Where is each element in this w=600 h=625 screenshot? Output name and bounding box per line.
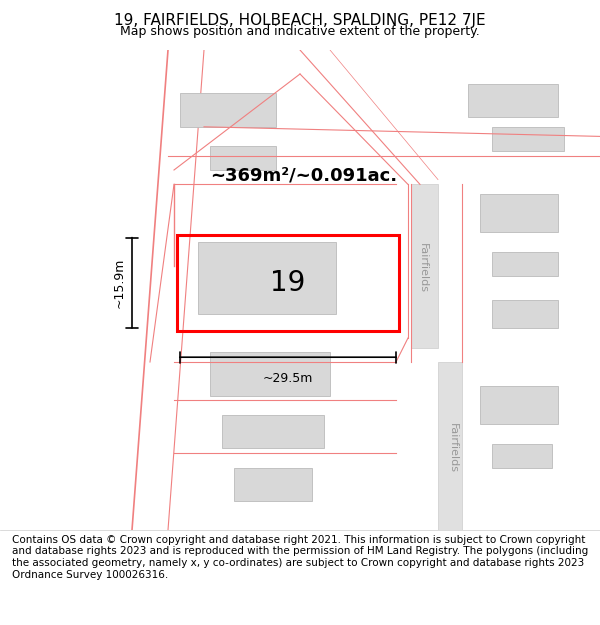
Polygon shape bbox=[411, 184, 438, 348]
Polygon shape bbox=[492, 299, 558, 328]
Polygon shape bbox=[492, 127, 564, 151]
Text: Fairfields: Fairfields bbox=[448, 423, 458, 473]
Polygon shape bbox=[222, 415, 324, 448]
Polygon shape bbox=[180, 93, 276, 127]
Text: 19, FAIRFIELDS, HOLBEACH, SPALDING, PE12 7JE: 19, FAIRFIELDS, HOLBEACH, SPALDING, PE12… bbox=[114, 12, 486, 28]
Polygon shape bbox=[210, 146, 276, 170]
Text: ~29.5m: ~29.5m bbox=[263, 372, 313, 384]
Text: Fairfields: Fairfields bbox=[418, 243, 428, 293]
Polygon shape bbox=[492, 252, 558, 276]
Polygon shape bbox=[468, 84, 558, 118]
Bar bbox=[177, 235, 399, 331]
Polygon shape bbox=[234, 468, 312, 501]
Polygon shape bbox=[210, 352, 330, 396]
Polygon shape bbox=[198, 242, 336, 314]
Polygon shape bbox=[480, 386, 558, 424]
Text: Contains OS data © Crown copyright and database right 2021. This information is : Contains OS data © Crown copyright and d… bbox=[12, 535, 588, 579]
Text: ~15.9m: ~15.9m bbox=[113, 258, 126, 308]
Polygon shape bbox=[492, 444, 552, 468]
Text: 19: 19 bbox=[271, 269, 305, 297]
Polygon shape bbox=[480, 194, 558, 232]
Text: Map shows position and indicative extent of the property.: Map shows position and indicative extent… bbox=[120, 24, 480, 38]
Polygon shape bbox=[438, 362, 462, 530]
Text: ~369m²/~0.091ac.: ~369m²/~0.091ac. bbox=[210, 166, 397, 184]
